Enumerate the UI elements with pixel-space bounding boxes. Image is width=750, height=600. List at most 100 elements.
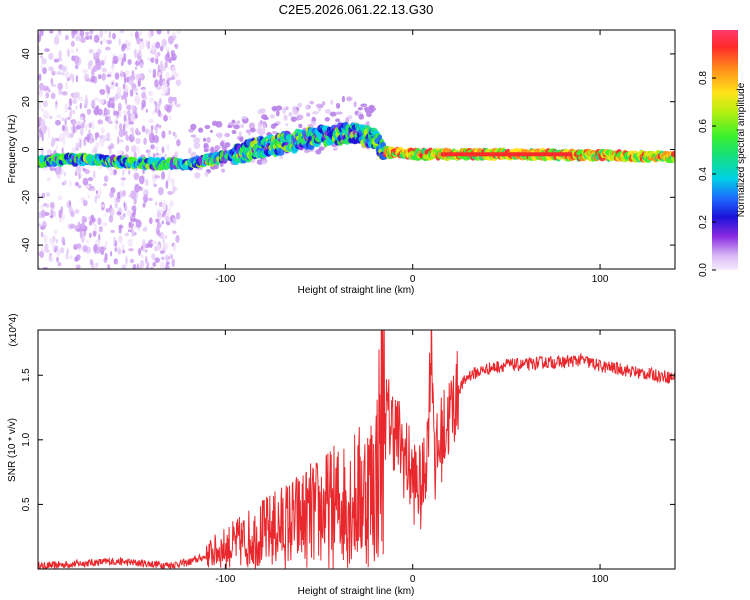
spectrogram-speckle <box>71 146 77 154</box>
spectrogram-speckle <box>51 136 55 146</box>
spectrogram-speckle <box>283 114 288 121</box>
spectrogram-speckle <box>44 48 50 52</box>
spectrogram-speckle <box>174 43 179 50</box>
spectrogram-speckle <box>151 43 157 51</box>
spectrogram-speckle <box>48 89 51 93</box>
spectrogram-speckle <box>75 124 82 130</box>
spectrogram-speckle <box>108 30 111 39</box>
spectrogram-speckle <box>122 190 126 197</box>
spectrogram-speckle <box>140 254 145 259</box>
spectrogram-speckle <box>78 174 81 180</box>
spectrogram-speckle <box>83 118 86 124</box>
spectrogram-speckle <box>166 46 170 53</box>
spectrogram-panel: -100 0 100 -40 -20 0 20 40 Height of straight … <box>7 29 676 296</box>
spectrogram-speckle <box>162 200 167 209</box>
spectrogram-speckle <box>155 125 159 135</box>
spectrogram-speckle <box>40 204 44 210</box>
spectrogram-speckle <box>54 119 61 126</box>
spectrogram-speckle <box>90 214 95 221</box>
spectrogram-speckle <box>106 74 112 78</box>
spectrogram-speckle <box>135 30 138 40</box>
spectrogram-speckle <box>57 195 63 201</box>
spectrogram-speckle <box>75 64 78 70</box>
spectrogram-speckle <box>75 36 82 42</box>
spectrogram-speckle <box>68 200 71 208</box>
spectrogram-speckle <box>123 201 126 208</box>
spectrogram-speckle <box>290 116 297 122</box>
spectrogram-speckle <box>305 104 309 110</box>
spectrogram-speckle <box>160 92 166 97</box>
spectrogram-speckle <box>129 79 134 86</box>
spectrogram-speckle <box>131 228 135 238</box>
spectrogram-speckle <box>95 132 100 138</box>
spectrogram-speckle <box>335 118 341 123</box>
spectrogram-speckle <box>70 49 74 54</box>
spectrogram-speckle <box>152 110 155 115</box>
spectrogram-speckle <box>127 43 131 47</box>
spectrogram-speckle <box>175 103 181 108</box>
spectrogram-speckle <box>105 84 109 90</box>
spectrogram-speckle <box>137 226 141 232</box>
spectrogram-speckle <box>120 60 124 67</box>
spectrogram-speckle <box>64 117 68 126</box>
colorbar: 0.0 0.2 0.4 0.6 0.8 Normalized spectral ampl… <box>698 30 747 277</box>
spectrogram-speckle <box>41 248 46 253</box>
spectrogram-speckle <box>75 75 79 83</box>
spectrogram-speckle <box>285 106 289 111</box>
spectrogram-speckle <box>97 108 103 116</box>
spectrogram-speckle <box>83 137 87 147</box>
spectrogram-speckle <box>245 129 252 134</box>
spectrogram-speckle <box>105 133 108 138</box>
spectrogram-speckle <box>53 229 58 235</box>
spectrogram-speckle <box>160 250 165 254</box>
spectrogram-speckle <box>64 103 69 113</box>
spectrogram-speckle <box>142 239 146 249</box>
spectrogram-speckle <box>358 113 365 120</box>
spectrogram-speckle <box>138 247 142 256</box>
spectrogram-speckle <box>48 115 53 120</box>
spectrogram-speckle <box>122 110 129 115</box>
spectrogram-speckle <box>357 107 363 111</box>
snr-y-label: SNR (10 * v/v) <box>7 418 18 482</box>
spectrogram-speckle <box>174 133 177 139</box>
spectrogram-speckle <box>88 220 92 226</box>
spectrogram-speckle <box>131 104 135 113</box>
spectrogram-speckle <box>112 32 116 40</box>
spectrogram-speckle <box>145 255 148 264</box>
spectrogram-speckle <box>105 208 109 212</box>
spectrogram-speckle <box>38 102 42 110</box>
spectrogram-speckle <box>85 35 91 40</box>
spectrogram-speckle <box>315 103 323 108</box>
spectrogram-speckle <box>61 91 68 96</box>
spectrogram-speckle <box>114 202 119 209</box>
spectrogram-speckle <box>38 33 42 43</box>
spectrogram-speckle <box>125 134 130 141</box>
spectrogram-speckle <box>128 169 131 175</box>
spectrogram-speckle <box>194 172 201 179</box>
spectrogram-speckle <box>170 177 175 187</box>
spectrogram-y-tick-label: 20 <box>21 96 32 108</box>
spectrogram-speckle <box>87 216 91 221</box>
spectrogram-speckle <box>271 105 278 112</box>
snr-y-ticks: 0.5 1.0 1.5 <box>21 368 675 511</box>
spectrogram-speckle <box>209 129 214 133</box>
spectrogram-speckle <box>80 173 83 178</box>
spectrogram-speckle <box>120 177 127 181</box>
spectrogram-speckle <box>271 130 278 135</box>
spectrogram-speckle <box>55 104 58 111</box>
spectrogram-speckle <box>203 137 207 142</box>
spectrogram-speckle <box>118 128 125 138</box>
spectrogram-speckle <box>60 167 64 174</box>
spectrogram-speckle <box>135 219 142 228</box>
spectrogram-speckle <box>97 119 104 125</box>
spectrogram-speckle <box>130 190 136 200</box>
spectrogram-speckle <box>126 209 133 217</box>
spectrogram-speckle <box>107 137 112 142</box>
spectrogram-speckle <box>122 83 126 90</box>
spectrogram-speckle <box>310 121 317 126</box>
chart-title: C2E5.2026.061.22.13.G30 <box>279 2 434 17</box>
spectrogram-speckle <box>127 58 132 66</box>
spectrogram-speckle <box>129 89 134 97</box>
spectrogram-speckle <box>210 146 215 154</box>
spectrogram-speckle <box>96 262 99 267</box>
